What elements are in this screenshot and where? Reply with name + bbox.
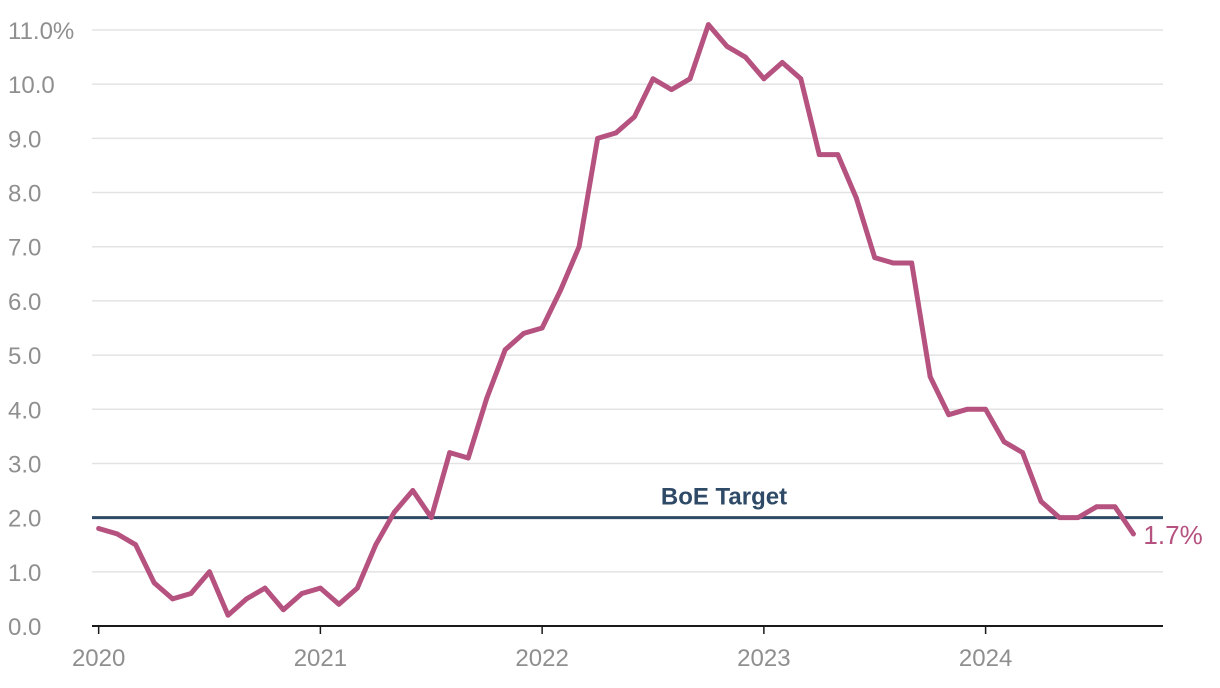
data-point — [133, 542, 139, 548]
x-tick-label: 2022 — [515, 645, 568, 672]
boe-target: BoE Target — [92, 484, 1163, 520]
data-point — [724, 43, 730, 49]
data-point — [1112, 504, 1118, 510]
data-point — [595, 136, 600, 141]
data-point — [170, 596, 176, 602]
series-layer — [96, 22, 1136, 618]
data-point — [1057, 515, 1062, 520]
data-point — [410, 488, 416, 493]
data-point — [1094, 504, 1099, 510]
data-point — [1131, 531, 1136, 537]
data-point — [207, 569, 212, 575]
x-tick-label: 2023 — [737, 645, 790, 672]
data-point — [428, 515, 434, 520]
data-point — [761, 76, 767, 82]
y-tick-label: 6.0 — [8, 289, 41, 316]
y-tick-label: 7.0 — [8, 235, 41, 262]
data-point — [927, 374, 933, 380]
data-point — [632, 114, 637, 120]
gridlines — [92, 29, 1163, 573]
data-point — [650, 76, 656, 82]
data-point — [373, 542, 379, 548]
data-point — [983, 406, 988, 412]
data-point — [946, 412, 952, 418]
y-tick-label: 2.0 — [8, 506, 41, 533]
x-tick-label: 2024 — [959, 645, 1012, 672]
data-point — [521, 331, 527, 336]
y-tick-label: 8.0 — [8, 181, 41, 208]
data-point — [1075, 515, 1081, 520]
data-point — [816, 152, 822, 158]
data-point — [853, 195, 859, 201]
data-point — [354, 585, 360, 591]
data-point — [964, 406, 970, 412]
data-point — [447, 450, 453, 455]
data-point — [281, 607, 286, 613]
data-point — [299, 591, 305, 596]
data-point — [872, 255, 878, 260]
data-point — [576, 244, 582, 250]
data-point — [188, 591, 194, 596]
x-tick-label: 2020 — [72, 645, 125, 672]
y-tick-label: 10.0 — [8, 72, 55, 99]
data-point — [779, 60, 785, 65]
data-point — [558, 287, 563, 293]
x-axis-ticks: 2020 2021 2022 2023 2024 — [72, 626, 1012, 672]
data-point — [890, 260, 896, 266]
data-point — [244, 596, 249, 602]
series-line-cpi — [96, 22, 1136, 618]
data-point — [1020, 450, 1025, 455]
data-point — [262, 585, 268, 591]
y-tick-label: 3.0 — [8, 451, 41, 478]
data-point — [391, 509, 397, 515]
data-point — [114, 531, 120, 537]
data-point — [336, 601, 342, 607]
data-point — [798, 76, 804, 82]
y-tick-label: 11.0% — [8, 18, 74, 45]
data-point — [465, 455, 471, 461]
data-point — [225, 612, 231, 618]
x-tick-label: 2021 — [294, 645, 347, 672]
y-tick-label: 9.0 — [8, 126, 41, 153]
series-points — [96, 22, 1136, 618]
y-tick-label: 4.0 — [8, 397, 41, 424]
data-point — [1038, 499, 1044, 504]
data-point — [96, 526, 102, 531]
data-point — [484, 396, 490, 401]
data-point — [318, 585, 323, 591]
data-point — [151, 580, 157, 586]
data-point — [706, 22, 711, 27]
data-point — [613, 130, 619, 136]
data-point — [669, 87, 674, 92]
y-tick-label: 1.0 — [8, 560, 41, 587]
end-value-label: 1.7% — [1143, 520, 1202, 550]
y-tick-label: 5.0 — [8, 343, 41, 370]
data-point — [502, 347, 508, 353]
data-point — [743, 54, 748, 60]
boe-target-label: BoE Target — [661, 484, 787, 511]
y-axis-ticks: 0.0 1.0 2.0 3.0 4.0 5.0 6.0 7.0 8.0 9.0 10.0 11.0% — [8, 18, 74, 641]
data-point — [687, 76, 693, 82]
data-point — [1001, 439, 1007, 445]
data-point — [909, 260, 915, 266]
y-tick-label: 0.0 — [8, 614, 41, 641]
data-point — [835, 152, 841, 158]
data-point — [539, 325, 545, 331]
